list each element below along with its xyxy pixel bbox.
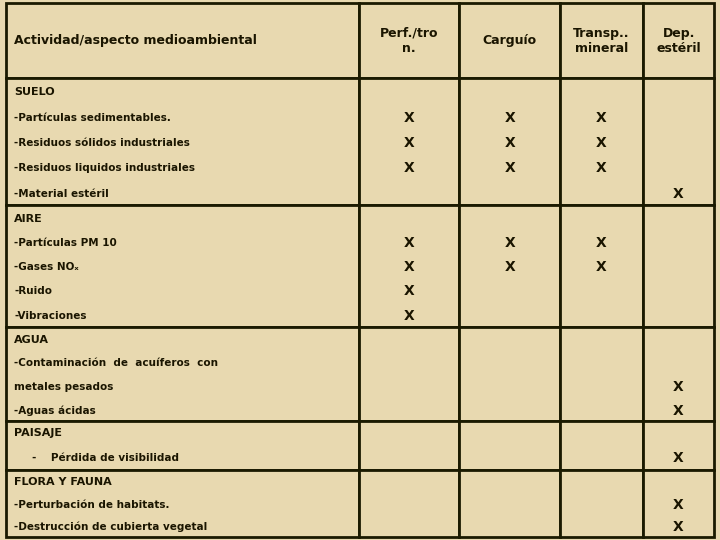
Text: X: X <box>505 136 515 150</box>
Text: -Destrucción de cubierta vegetal: -Destrucción de cubierta vegetal <box>14 522 207 532</box>
Bar <box>6 3 359 78</box>
Bar <box>643 205 714 327</box>
Bar <box>643 3 714 78</box>
Text: AIRE: AIRE <box>14 213 43 224</box>
Text: AGUA: AGUA <box>14 335 50 345</box>
Bar <box>459 470 560 537</box>
Bar <box>560 205 643 327</box>
Text: X: X <box>505 236 515 250</box>
Bar <box>459 421 560 470</box>
Text: Dep.
estéril: Dep. estéril <box>657 26 701 55</box>
Text: X: X <box>404 260 414 274</box>
Text: X: X <box>596 136 607 150</box>
Text: X: X <box>673 498 684 512</box>
Text: X: X <box>404 236 414 250</box>
Text: X: X <box>404 161 414 176</box>
Text: X: X <box>673 403 684 417</box>
Text: PAISAJE: PAISAJE <box>14 428 63 438</box>
Text: -Contaminación  de  acuíferos  con: -Contaminación de acuíferos con <box>14 359 218 368</box>
Text: Transp..
mineral: Transp.. mineral <box>573 26 630 55</box>
Text: X: X <box>404 309 414 323</box>
Text: -Material estéril: -Material estéril <box>14 189 109 199</box>
Text: Actividad/aspecto medioambiental: Actividad/aspecto medioambiental <box>14 34 257 47</box>
Bar <box>6 470 359 537</box>
Bar <box>560 327 643 421</box>
Bar <box>459 205 560 327</box>
Bar <box>643 470 714 537</box>
Text: X: X <box>673 187 684 201</box>
Text: -Perturbación de habitats.: -Perturbación de habitats. <box>14 500 170 510</box>
Bar <box>6 421 359 470</box>
Text: -Aguas ácidas: -Aguas ácidas <box>14 406 96 416</box>
Text: X: X <box>505 260 515 274</box>
Text: -Residuos liquidos industriales: -Residuos liquidos industriales <box>14 164 195 173</box>
Text: metales pesados: metales pesados <box>14 382 114 392</box>
Bar <box>359 470 459 537</box>
Bar <box>560 3 643 78</box>
Text: X: X <box>505 161 515 176</box>
Bar <box>459 327 560 421</box>
Text: X: X <box>596 236 607 250</box>
Bar <box>359 327 459 421</box>
Bar <box>560 470 643 537</box>
Text: Carguío: Carguío <box>482 34 537 47</box>
Text: X: X <box>404 136 414 150</box>
Bar <box>643 78 714 205</box>
Text: X: X <box>673 520 684 534</box>
Text: X: X <box>673 451 684 464</box>
Bar <box>359 3 459 78</box>
Bar <box>359 205 459 327</box>
Text: X: X <box>673 380 684 394</box>
Bar <box>459 3 560 78</box>
Text: SUELO: SUELO <box>14 87 55 97</box>
Text: X: X <box>596 161 607 176</box>
Bar <box>6 205 359 327</box>
Bar <box>6 327 359 421</box>
Bar <box>459 78 560 205</box>
Bar <box>560 78 643 205</box>
Text: -Gases NOₓ: -Gases NOₓ <box>14 262 79 272</box>
Bar <box>643 421 714 470</box>
Bar <box>560 421 643 470</box>
Bar <box>359 421 459 470</box>
Text: -Vibraciones: -Vibraciones <box>14 310 87 321</box>
Text: X: X <box>596 260 607 274</box>
Text: -Partículas sedimentables.: -Partículas sedimentables. <box>14 113 171 123</box>
Text: X: X <box>505 111 515 125</box>
Text: -    Pérdida de visibilidad: - Pérdida de visibilidad <box>14 453 179 463</box>
Text: -Partículas PM 10: -Partículas PM 10 <box>14 238 117 248</box>
Text: -Ruido: -Ruido <box>14 286 53 296</box>
Text: X: X <box>404 285 414 299</box>
Text: X: X <box>404 111 414 125</box>
Text: -Residuos sólidos industriales: -Residuos sólidos industriales <box>14 138 190 148</box>
Text: X: X <box>596 111 607 125</box>
Bar <box>643 327 714 421</box>
Bar <box>359 78 459 205</box>
Text: FLORA Y FAUNA: FLORA Y FAUNA <box>14 477 112 487</box>
Text: Perf./tro
n.: Perf./tro n. <box>379 26 438 55</box>
Bar <box>6 78 359 205</box>
